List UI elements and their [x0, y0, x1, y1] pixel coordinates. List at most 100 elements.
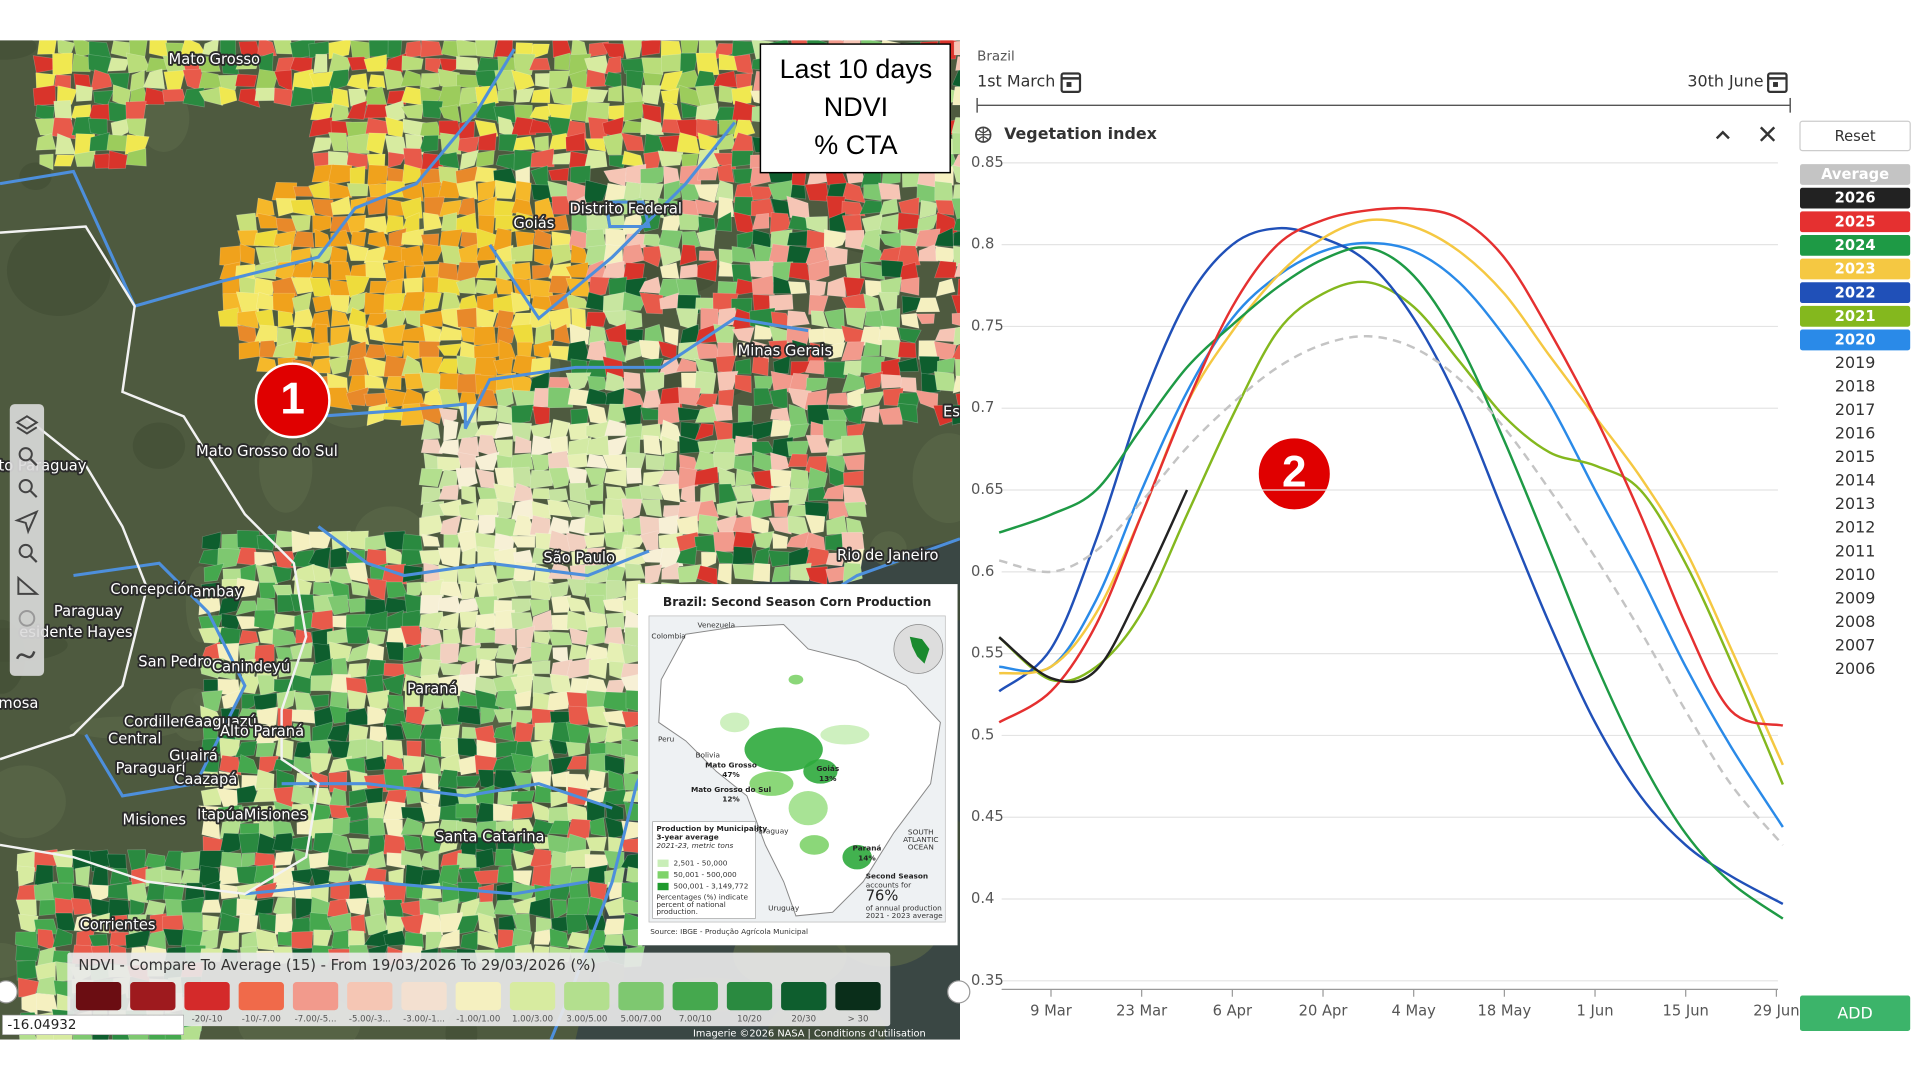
municipality	[235, 577, 260, 599]
year-toggle[interactable]: 2008	[1835, 612, 1875, 631]
municipality	[732, 563, 757, 581]
legend-toggle[interactable]	[1800, 211, 1911, 233]
municipality	[346, 133, 370, 154]
municipality	[330, 103, 350, 122]
toolbar-button[interactable]	[18, 447, 38, 467]
legend-swatch	[238, 982, 284, 1011]
municipality	[455, 56, 479, 71]
toolbar-button[interactable]	[18, 479, 38, 498]
toolbar-button[interactable]	[17, 575, 40, 595]
year-toggle[interactable]: 2012	[1835, 518, 1875, 537]
toolbar-button[interactable]	[15, 415, 39, 435]
globe-icon	[975, 127, 991, 143]
municipality	[328, 182, 353, 200]
year-toggle[interactable]: 2018	[1835, 377, 1875, 396]
inset-swatch	[657, 859, 669, 867]
legend-toggle[interactable]	[1800, 234, 1911, 256]
municipality	[588, 503, 604, 521]
terrain	[912, 433, 960, 524]
year-toggle[interactable]: 2015	[1835, 447, 1875, 466]
municipality	[565, 372, 592, 392]
municipality	[497, 116, 518, 139]
municipality	[583, 149, 608, 170]
inset-production	[720, 712, 750, 733]
toolbar-button[interactable]	[18, 543, 38, 563]
municipality	[438, 325, 463, 341]
year-toggle[interactable]: 2011	[1835, 541, 1875, 560]
calendar-button[interactable]	[1767, 72, 1788, 93]
municipality	[823, 229, 849, 252]
inset-title: Brazil: Second Season Corn Production	[663, 595, 931, 609]
municipality	[350, 914, 366, 934]
toolbar-button[interactable]	[16, 650, 36, 660]
legend-bin: 3.00/5.00	[566, 1014, 607, 1024]
year-toggle[interactable]: 2013	[1835, 494, 1875, 513]
inset-brazil	[658, 623, 941, 917]
municipality	[402, 772, 426, 788]
toolbar-button[interactable]	[18, 610, 36, 627]
legend-toggle[interactable]	[1800, 305, 1911, 327]
municipality	[952, 86, 960, 106]
municipality	[534, 135, 550, 153]
municipality	[55, 866, 75, 884]
municipality	[787, 487, 809, 507]
municipality	[496, 833, 517, 855]
collapse-button[interactable]	[1715, 130, 1730, 140]
municipality	[328, 52, 352, 74]
municipality	[530, 88, 551, 104]
map[interactable]: Mato Grosso Goiás Distrito Federal Minas Ge…	[0, 33, 985, 1070]
legend-toggle[interactable]	[1800, 258, 1911, 280]
municipality	[568, 643, 587, 660]
add-button[interactable]	[1800, 995, 1911, 1032]
municipality	[843, 360, 865, 377]
legend-toggle[interactable]	[1800, 187, 1911, 209]
y-tick-label: 0.55	[971, 645, 1004, 662]
municipality	[236, 898, 259, 916]
municipality	[863, 184, 882, 202]
municipality	[529, 470, 553, 490]
legend-toggle[interactable]	[1800, 329, 1911, 351]
municipality	[712, 438, 739, 456]
country-border	[0, 415, 149, 761]
municipality	[418, 468, 444, 488]
municipality	[586, 453, 609, 469]
municipality	[363, 850, 387, 871]
year-toggle[interactable]: 2014	[1835, 471, 1875, 490]
nav-arrow[interactable]	[947, 980, 971, 1004]
legend-toggle[interactable]	[1800, 164, 1911, 185]
year-toggle[interactable]: 2009	[1835, 588, 1875, 607]
year-toggle[interactable]: 2010	[1835, 565, 1875, 584]
nav-arrow[interactable]	[0, 980, 18, 1004]
municipality	[438, 706, 463, 726]
municipality	[162, 88, 186, 103]
municipality	[328, 132, 349, 152]
municipality	[640, 499, 663, 518]
municipality	[860, 261, 886, 281]
municipality	[954, 358, 960, 377]
municipality	[459, 610, 479, 629]
year-toggle[interactable]: 2019	[1835, 353, 1875, 372]
municipality	[951, 164, 960, 184]
year-toggle[interactable]: 2016	[1835, 424, 1875, 443]
municipality	[952, 184, 960, 202]
close-button[interactable]	[1759, 126, 1776, 142]
municipality	[587, 896, 604, 919]
municipality	[823, 361, 847, 379]
inset-class: 50,001 - 500,000	[673, 870, 737, 879]
place-label: mosa	[0, 695, 38, 712]
reset-button[interactable]	[1799, 120, 1911, 152]
legend-toggle[interactable]	[1800, 282, 1911, 304]
toolbar-button[interactable]	[14, 509, 39, 535]
municipality	[235, 55, 261, 70]
inset-legend	[652, 821, 756, 919]
municipality	[256, 832, 276, 855]
year-toggle[interactable]: 2007	[1835, 635, 1875, 654]
municipality	[736, 230, 756, 252]
year-toggle[interactable]: 2017	[1835, 400, 1875, 419]
municipality	[510, 790, 536, 802]
y-tick-label: 0.65	[971, 481, 1004, 498]
calendar-button[interactable]	[1060, 72, 1082, 93]
municipality	[349, 323, 370, 346]
year-toggle[interactable]: 2006	[1835, 659, 1875, 678]
municipality	[641, 57, 665, 76]
